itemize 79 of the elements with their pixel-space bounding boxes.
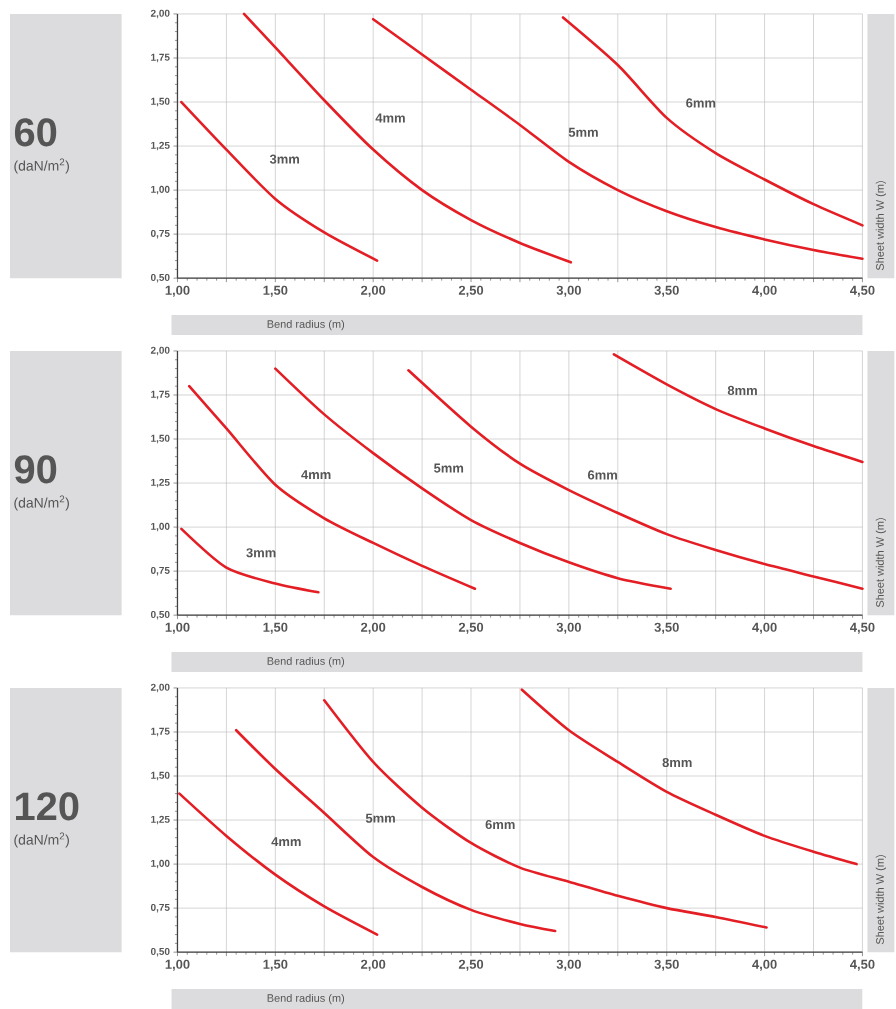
y-tick-label: 1,75 (151, 727, 170, 737)
series-label: 3mm (269, 154, 299, 164)
x-tick-label: 2,50 (458, 285, 483, 297)
series-label: 6mm (686, 98, 715, 108)
x-tick-label: 1,00 (165, 622, 190, 634)
series-label: 4mm (271, 837, 301, 847)
y-tick-label: 1,00 (151, 185, 170, 195)
y-tick-label: 0,50 (150, 273, 170, 283)
y-tick-label: 1,50 (151, 771, 170, 781)
y-tick-label: 1,50 (151, 434, 170, 444)
line-series (371, 17, 864, 261)
x-tick-label: 4,00 (752, 285, 777, 297)
line-series (561, 16, 864, 227)
x-tick-label: 4,50 (849, 622, 875, 634)
text: 60 (14, 118, 57, 147)
series-label: 5mm (365, 813, 395, 823)
x-axis-title: Bend radius (m) (267, 656, 344, 668)
line-series (187, 384, 477, 591)
y-tick-label: 1,75 (151, 53, 170, 63)
x-tick-label: 2,50 (458, 622, 483, 634)
x-tick-label: 1,50 (263, 622, 288, 634)
text: (daN/m$^{2}$) (14, 158, 69, 174)
y-tick-label: 0,75 (150, 566, 170, 576)
series-label: 6mm (485, 819, 515, 830)
series-label: 5mm (568, 127, 598, 137)
y-tick-label: 0,75 (150, 903, 170, 913)
y-tick-label: 1,25 (151, 815, 170, 825)
y-axis-title: Sheet width W (m) (875, 855, 886, 945)
line-series (520, 688, 858, 866)
x-tick-label: 1,50 (263, 285, 288, 297)
x-tick-label: 3,50 (654, 959, 679, 971)
line-series (179, 527, 320, 594)
line-series (612, 353, 864, 464)
x-tick-label: 4,00 (752, 959, 777, 971)
x-tick-label: 1,00 (165, 959, 190, 971)
x-tick-label: 3,00 (556, 622, 581, 634)
y-tick-label: 0,75 (150, 229, 170, 239)
x-tick-label: 1,00 (165, 285, 190, 297)
y-tick-label: 1,50 (151, 97, 170, 107)
y-tick-label: 0,50 (150, 610, 170, 620)
y-tick-label: 1,75 (151, 390, 170, 400)
x-tick-label: 2,00 (360, 622, 386, 634)
x-axis-title: Bend radius (m) (267, 319, 344, 331)
x-tick-label: 3,00 (556, 285, 581, 297)
series-label: 8mm (727, 385, 757, 396)
text: (daN/m$^{2}$) (14, 832, 69, 848)
x-tick-label: 4,00 (752, 622, 777, 634)
text: (daN/m$^{2}$) (14, 495, 69, 511)
x-tick-label: 3,00 (556, 959, 581, 971)
y-tick-label: 1,00 (151, 859, 170, 869)
text: 90 (14, 455, 57, 484)
y-tick-label: 2,00 (150, 346, 170, 356)
series-label: 4mm (301, 470, 331, 480)
text: 120 (15, 792, 79, 821)
x-tick-label: 2,00 (360, 959, 386, 971)
x-tick-label: 1,50 (263, 959, 288, 971)
y-tick-label: 2,00 (150, 9, 170, 19)
y-tick-label: 0,50 (150, 947, 170, 957)
y-tick-label: 1,00 (151, 522, 170, 532)
y-tick-label: 1,25 (151, 478, 170, 488)
x-tick-label: 4,50 (849, 959, 875, 971)
x-tick-label: 3,50 (654, 285, 679, 297)
line-series (406, 369, 864, 591)
x-tick-label: 2,00 (360, 285, 386, 297)
series-label: 4mm (375, 113, 405, 123)
x-tick-label: 3,50 (654, 622, 679, 634)
line-series (234, 728, 557, 933)
x-tick-label: 4,50 (849, 285, 875, 297)
line-series (322, 698, 768, 929)
series-label: 3mm (246, 548, 276, 558)
y-tick-label: 1,25 (151, 141, 170, 151)
y-axis-title: Sheet width W (m) (875, 518, 886, 608)
y-tick-label: 2,00 (150, 683, 170, 693)
x-tick-label: 2,50 (458, 959, 483, 971)
series-label: 8mm (662, 757, 692, 768)
series-label: 6mm (587, 470, 617, 480)
series-label: 5mm (433, 463, 463, 473)
y-axis-title: Sheet width W (m) (875, 181, 886, 271)
x-axis-title: Bend radius (m) (267, 993, 344, 1005)
